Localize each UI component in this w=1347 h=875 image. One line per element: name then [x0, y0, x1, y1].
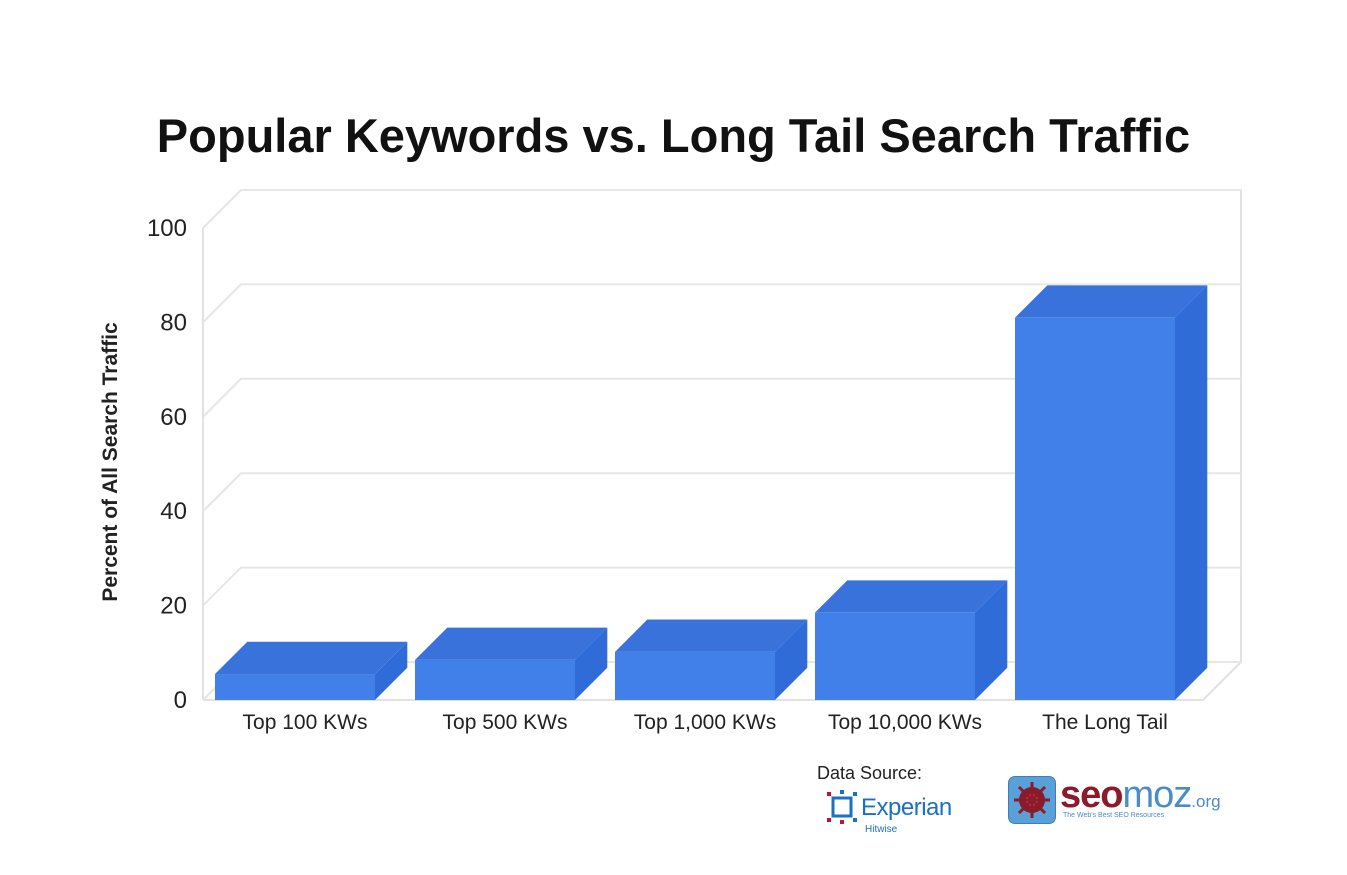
- bar-front: [815, 612, 975, 700]
- x-category-label: Top 1,000 KWs: [634, 711, 776, 734]
- y-tick-label: 40: [160, 498, 187, 525]
- bar: [215, 641, 408, 700]
- chart-title: Popular Keywords vs. Long Tail Search Tr…: [156, 109, 1191, 162]
- seomoz-org: .org: [1191, 792, 1221, 811]
- bar: [615, 619, 808, 700]
- bar-front: [215, 674, 375, 700]
- bar-top: [615, 619, 808, 652]
- x-category-label: The Long Tail: [1042, 711, 1168, 734]
- bar: [815, 580, 1008, 700]
- bar-side: [375, 641, 408, 700]
- bars: [215, 285, 1208, 700]
- bar-side: [775, 619, 808, 700]
- y-tick-label: 100: [147, 215, 187, 242]
- bar-side: [575, 627, 608, 700]
- bar-front: [615, 651, 775, 700]
- bar-side: [1175, 285, 1208, 700]
- seomoz-tagline: The Web's Best SEO Resources: [1063, 812, 1165, 819]
- bar: [415, 627, 608, 700]
- seomoz-wordmark: seomoz.org: [1060, 774, 1221, 817]
- y-axis-label: Percent of All Search Traffic: [99, 322, 122, 602]
- y-axis-ticks: 0 20 40 60 80 100: [147, 215, 187, 714]
- gridline: [202, 283, 1241, 324]
- gridline: [202, 377, 1241, 418]
- gridline: [202, 472, 1241, 512]
- seomoz-seo: seo: [1060, 774, 1123, 816]
- x-category-label: Top 100 KWs: [243, 711, 368, 734]
- data-source-label: Data Source:: [817, 763, 923, 783]
- x-category-label: Top 500 KWs: [443, 711, 568, 734]
- bar-front: [415, 659, 575, 700]
- bar-top: [815, 580, 1008, 613]
- experian-icon: [827, 790, 857, 824]
- experian-subtitle: Hitwise: [865, 824, 898, 835]
- seomoz-badge-icon: [1008, 776, 1056, 824]
- y-tick-label: 0: [174, 687, 187, 714]
- gridline: [202, 566, 1241, 607]
- y-tick-label: 20: [160, 593, 187, 620]
- bar-top: [215, 641, 408, 675]
- experian-name: Experian: [861, 794, 952, 821]
- x-category-label: Top 10,000 KWs: [828, 711, 982, 734]
- bar-top: [415, 627, 608, 660]
- y-tick-label: 60: [160, 404, 187, 431]
- bar-top: [1015, 285, 1208, 318]
- bar: [1015, 285, 1208, 700]
- seomoz-moz: moz: [1122, 774, 1192, 816]
- bar-front: [1015, 317, 1175, 700]
- bar-side: [975, 580, 1008, 700]
- gridline: [202, 189, 1241, 229]
- y-tick-label: 80: [160, 309, 187, 336]
- x-axis-labels: Top 100 KWs Top 500 KWs Top 1,000 KWs Top 1…: [243, 711, 1168, 734]
